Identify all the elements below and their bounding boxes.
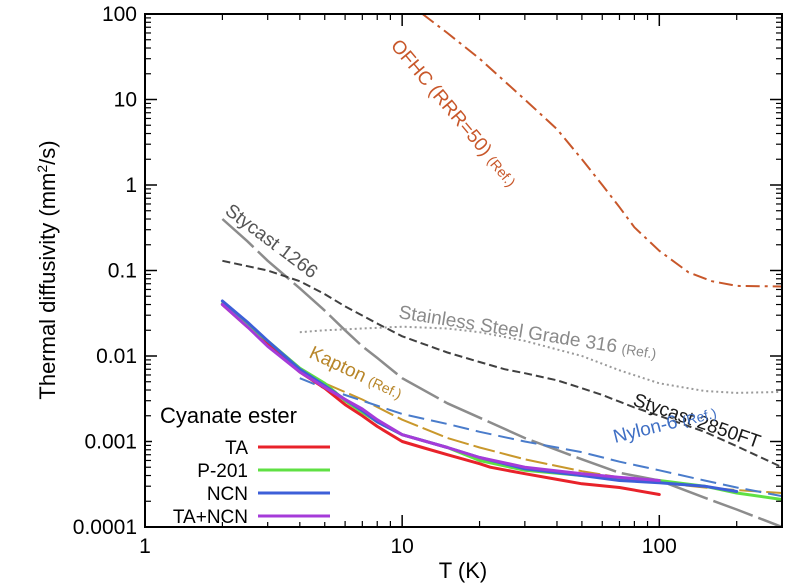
x-axis-title: T (K) (439, 558, 487, 583)
cyanate-ester-curves (220, 299, 782, 501)
y-tick-label: 1 (125, 174, 137, 197)
legend-label-ta-ncn: TA+NCN (173, 507, 248, 528)
x-tick-label: 10 (390, 535, 413, 558)
y-tick-label: 10 (114, 89, 137, 112)
y-tick-label: 100 (102, 3, 137, 26)
curve-stainless-steel-grade-316 (299, 325, 782, 394)
x-tick-label: 1 (139, 535, 151, 558)
y-axis-title-superscript: 2 (34, 165, 50, 173)
legend-box (152, 400, 332, 522)
axis-ticks: 1 10 100 100 10 1 0.1 0.01 0.001 0.0001 (73, 3, 783, 558)
curve-stycast-1266 (221, 218, 782, 527)
legend-title: Cyanate ester (160, 403, 297, 428)
x-tick-label: 100 (642, 535, 677, 558)
legend-label-p-201: P-201 (197, 461, 248, 482)
curve-stycast-2850ft (222, 259, 782, 469)
curve-nylon-6 (299, 377, 782, 498)
y-tick-label: 0.01 (96, 345, 137, 368)
y-axis-title: Thermal diffusivity (mm2/s) (34, 140, 60, 399)
legend-label-ta: TA (225, 438, 248, 459)
series-ta-ncn (220, 303, 661, 482)
legend-label-ncn: NCN (207, 484, 248, 505)
y-tick-label: 0.001 (84, 431, 137, 454)
y-tick-label: 0.1 (108, 260, 137, 283)
y-tick-label: 0.0001 (73, 516, 137, 539)
curve-ofhc-rrr-50 (421, 14, 782, 288)
